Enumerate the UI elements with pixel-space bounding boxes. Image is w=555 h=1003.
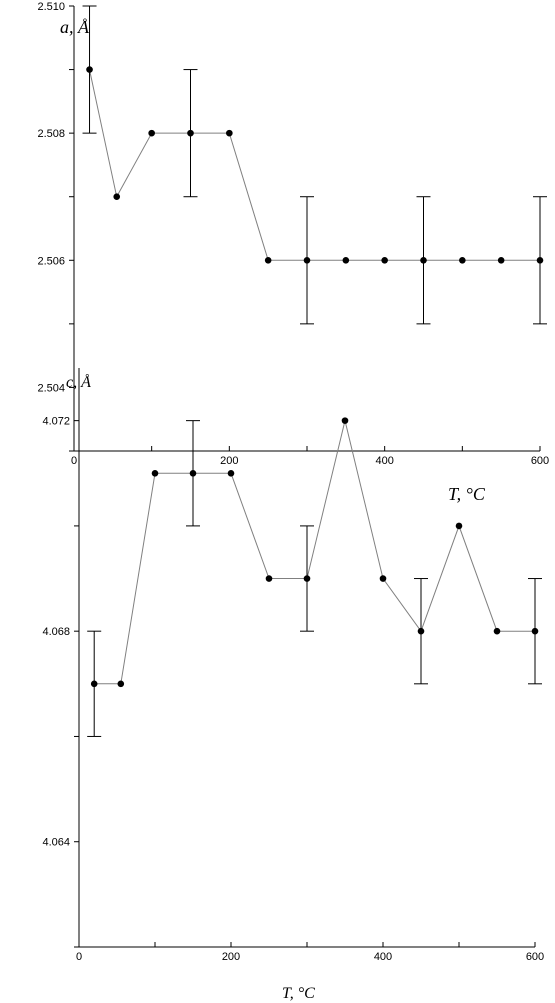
y-axis-title: a, Å <box>60 17 90 37</box>
y-tick-label: 4.072 <box>42 416 70 428</box>
data-point <box>493 627 501 635</box>
lattice-a-chart: 2.504 2.506 2.508 2.510 0 200 400 600 a, Å T, °C <box>37 1 549 504</box>
series-line <box>94 420 535 685</box>
data-point <box>117 680 125 688</box>
x-tick-label: 400 <box>374 951 392 963</box>
data-point <box>531 627 539 635</box>
y-axis-title: c, Å <box>66 373 91 391</box>
x-tick-label: 600 <box>526 951 544 963</box>
data-point <box>459 256 466 264</box>
data-point <box>151 469 159 477</box>
data-point <box>264 256 272 264</box>
y-tick-label: 2.510 <box>37 1 65 13</box>
x-axis-title: T, °C <box>282 985 315 1002</box>
data-point <box>342 256 350 264</box>
y-tick-label: 2.504 <box>37 382 65 394</box>
data-point <box>113 193 121 201</box>
x-tick-label: 400 <box>375 455 393 467</box>
data-point <box>148 129 155 137</box>
data-point <box>420 256 427 264</box>
data-point <box>381 256 388 264</box>
y-tick-label: 2.508 <box>37 128 65 140</box>
data-point <box>497 256 505 264</box>
series-line <box>89 69 540 261</box>
x-tick-label: 0 <box>76 951 82 963</box>
data-point <box>455 522 463 530</box>
data-point <box>86 66 93 73</box>
data-point <box>303 256 311 264</box>
data-point <box>227 469 235 477</box>
data-point <box>90 680 98 688</box>
data-point <box>189 469 197 477</box>
data-point <box>226 129 233 137</box>
data-point <box>341 417 349 424</box>
x-tick-label: 200 <box>222 951 240 963</box>
data-point <box>417 627 425 635</box>
data-point <box>187 129 194 137</box>
y-tick-label: 2.506 <box>37 255 65 267</box>
data-point <box>303 575 311 582</box>
x-axis-title: T, °C <box>448 484 486 504</box>
lattice-c-chart: 4.064 4.068 4.072 0 200 400 600 c, Å T, °C <box>42 368 544 1002</box>
x-tick-label: 200 <box>220 455 238 467</box>
x-tick-label: 600 <box>531 455 549 467</box>
data-point <box>536 256 544 264</box>
x-tick-label: 0 <box>71 455 77 467</box>
data-point <box>379 575 387 582</box>
data-point <box>265 575 273 582</box>
y-tick-label: 4.064 <box>42 837 70 849</box>
y-tick-label: 4.068 <box>42 626 70 638</box>
